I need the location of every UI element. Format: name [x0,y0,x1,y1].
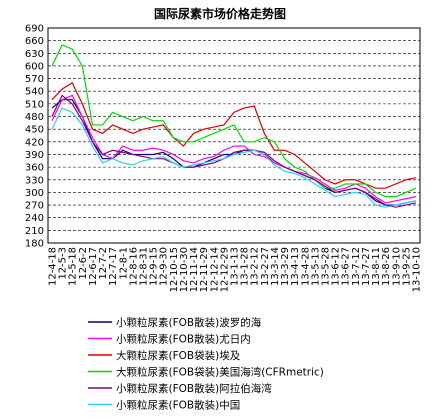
x-tick-label: 13-6-12 [331,247,342,286]
x-tick-label: 12-11-14 [189,247,200,292]
x-tick-label: 13-10-10 [412,247,423,292]
y-tick-label: 450 [25,125,44,136]
x-tick-label: 12-11-29 [199,247,210,292]
chart-title: 国际尿素市场价格走势图 [154,6,286,21]
x-tick-label: 12-8-16 [128,247,139,286]
x-tick-label: 13-7-12 [351,247,362,286]
x-tick-label: 12-6-2 [78,247,89,280]
x-tick-label: 13-3-14 [270,247,281,286]
x-tick-label: 12-7-17 [108,247,119,286]
y-tick-label: 210 [25,226,44,237]
x-tick-label: 12-9-15 [149,247,160,286]
x-tick-label: 12-4-18 [48,247,59,286]
x-tick-label: 13-4-13 [290,247,301,286]
y-tick-label: 510 [25,99,44,110]
y-tick-label: 330 [25,175,44,186]
x-tick-label: 13-4-28 [300,247,311,286]
y-tick-label: 240 [25,213,44,224]
series-line [51,94,417,208]
x-tick-label: 12-12-29 [219,247,230,292]
series-line [51,81,417,189]
y-tick-label: 270 [25,201,44,212]
x-tick-label: 13-8-11 [371,247,382,286]
x-tick-label: 13-1-13 [230,247,241,286]
y-tick-label: 600 [25,61,44,72]
x-tick-label: 13-6-27 [341,247,352,286]
legend-label: 小颗粒尿素(FOB散装)波罗的海 [116,316,262,329]
legend-label: 小颗粒尿素(FOB散装)中国 [116,399,240,412]
series-line [51,44,417,198]
y-tick-label: 390 [25,150,44,161]
x-tick-label: 13-2-12 [250,247,261,286]
y-tick-label: 420 [25,137,44,148]
y-tick-label: 540 [25,87,44,98]
x-tick-label: 12-5-18 [68,247,79,286]
x-tick-label: 13-9-25 [401,247,412,286]
y-tick-label: 480 [25,112,44,123]
x-tick-label: 13-3-29 [280,247,291,286]
y-tick-label: 630 [25,49,44,60]
x-tick-label: 13-5-13 [310,247,321,286]
x-tick-label: 13-2-27 [260,247,271,286]
series-line [51,107,417,208]
x-tick-label: 12-6-17 [88,247,99,286]
x-tick-label: 12-10-30 [179,247,190,292]
legend-label: 小颗粒尿素(FOB散装)阿拉伯海湾 [116,382,272,395]
x-tick-label: 12-10-15 [169,247,180,292]
legend-label: 大颗粒尿素(FOB袋装)美国海湾(CFRmetric) [116,366,324,379]
y-tick-label: 300 [25,188,44,199]
x-tick-label: 13-7-27 [361,247,372,286]
x-tick-label: 13-1-28 [240,247,251,286]
x-tick-label: 12-8-1 [118,247,129,280]
x-tick-label: 12-8-31 [139,247,150,286]
x-tick-label: 12-7-2 [98,247,109,280]
x-tick-label: 13-5-28 [321,247,332,286]
x-tick-label: 12-12-14 [209,247,220,292]
y-tick-label: 570 [25,74,44,85]
y-tick-label: 660 [25,36,44,47]
y-tick-label: 360 [25,163,44,174]
x-tick-label: 13-9-10 [391,247,402,286]
x-tick-label: 12-9-30 [159,247,170,286]
y-tick-label: 690 [25,24,44,35]
legend-label: 大颗粒尿素(FOB袋装)埃及 [116,349,241,362]
x-tick-label: 12-5-3 [58,247,69,280]
x-tick-label: 13-8-26 [381,247,392,286]
y-tick-label: 180 [25,239,44,250]
legend-label: 小颗粒尿素(FOB散装)尤日内 [116,333,251,346]
